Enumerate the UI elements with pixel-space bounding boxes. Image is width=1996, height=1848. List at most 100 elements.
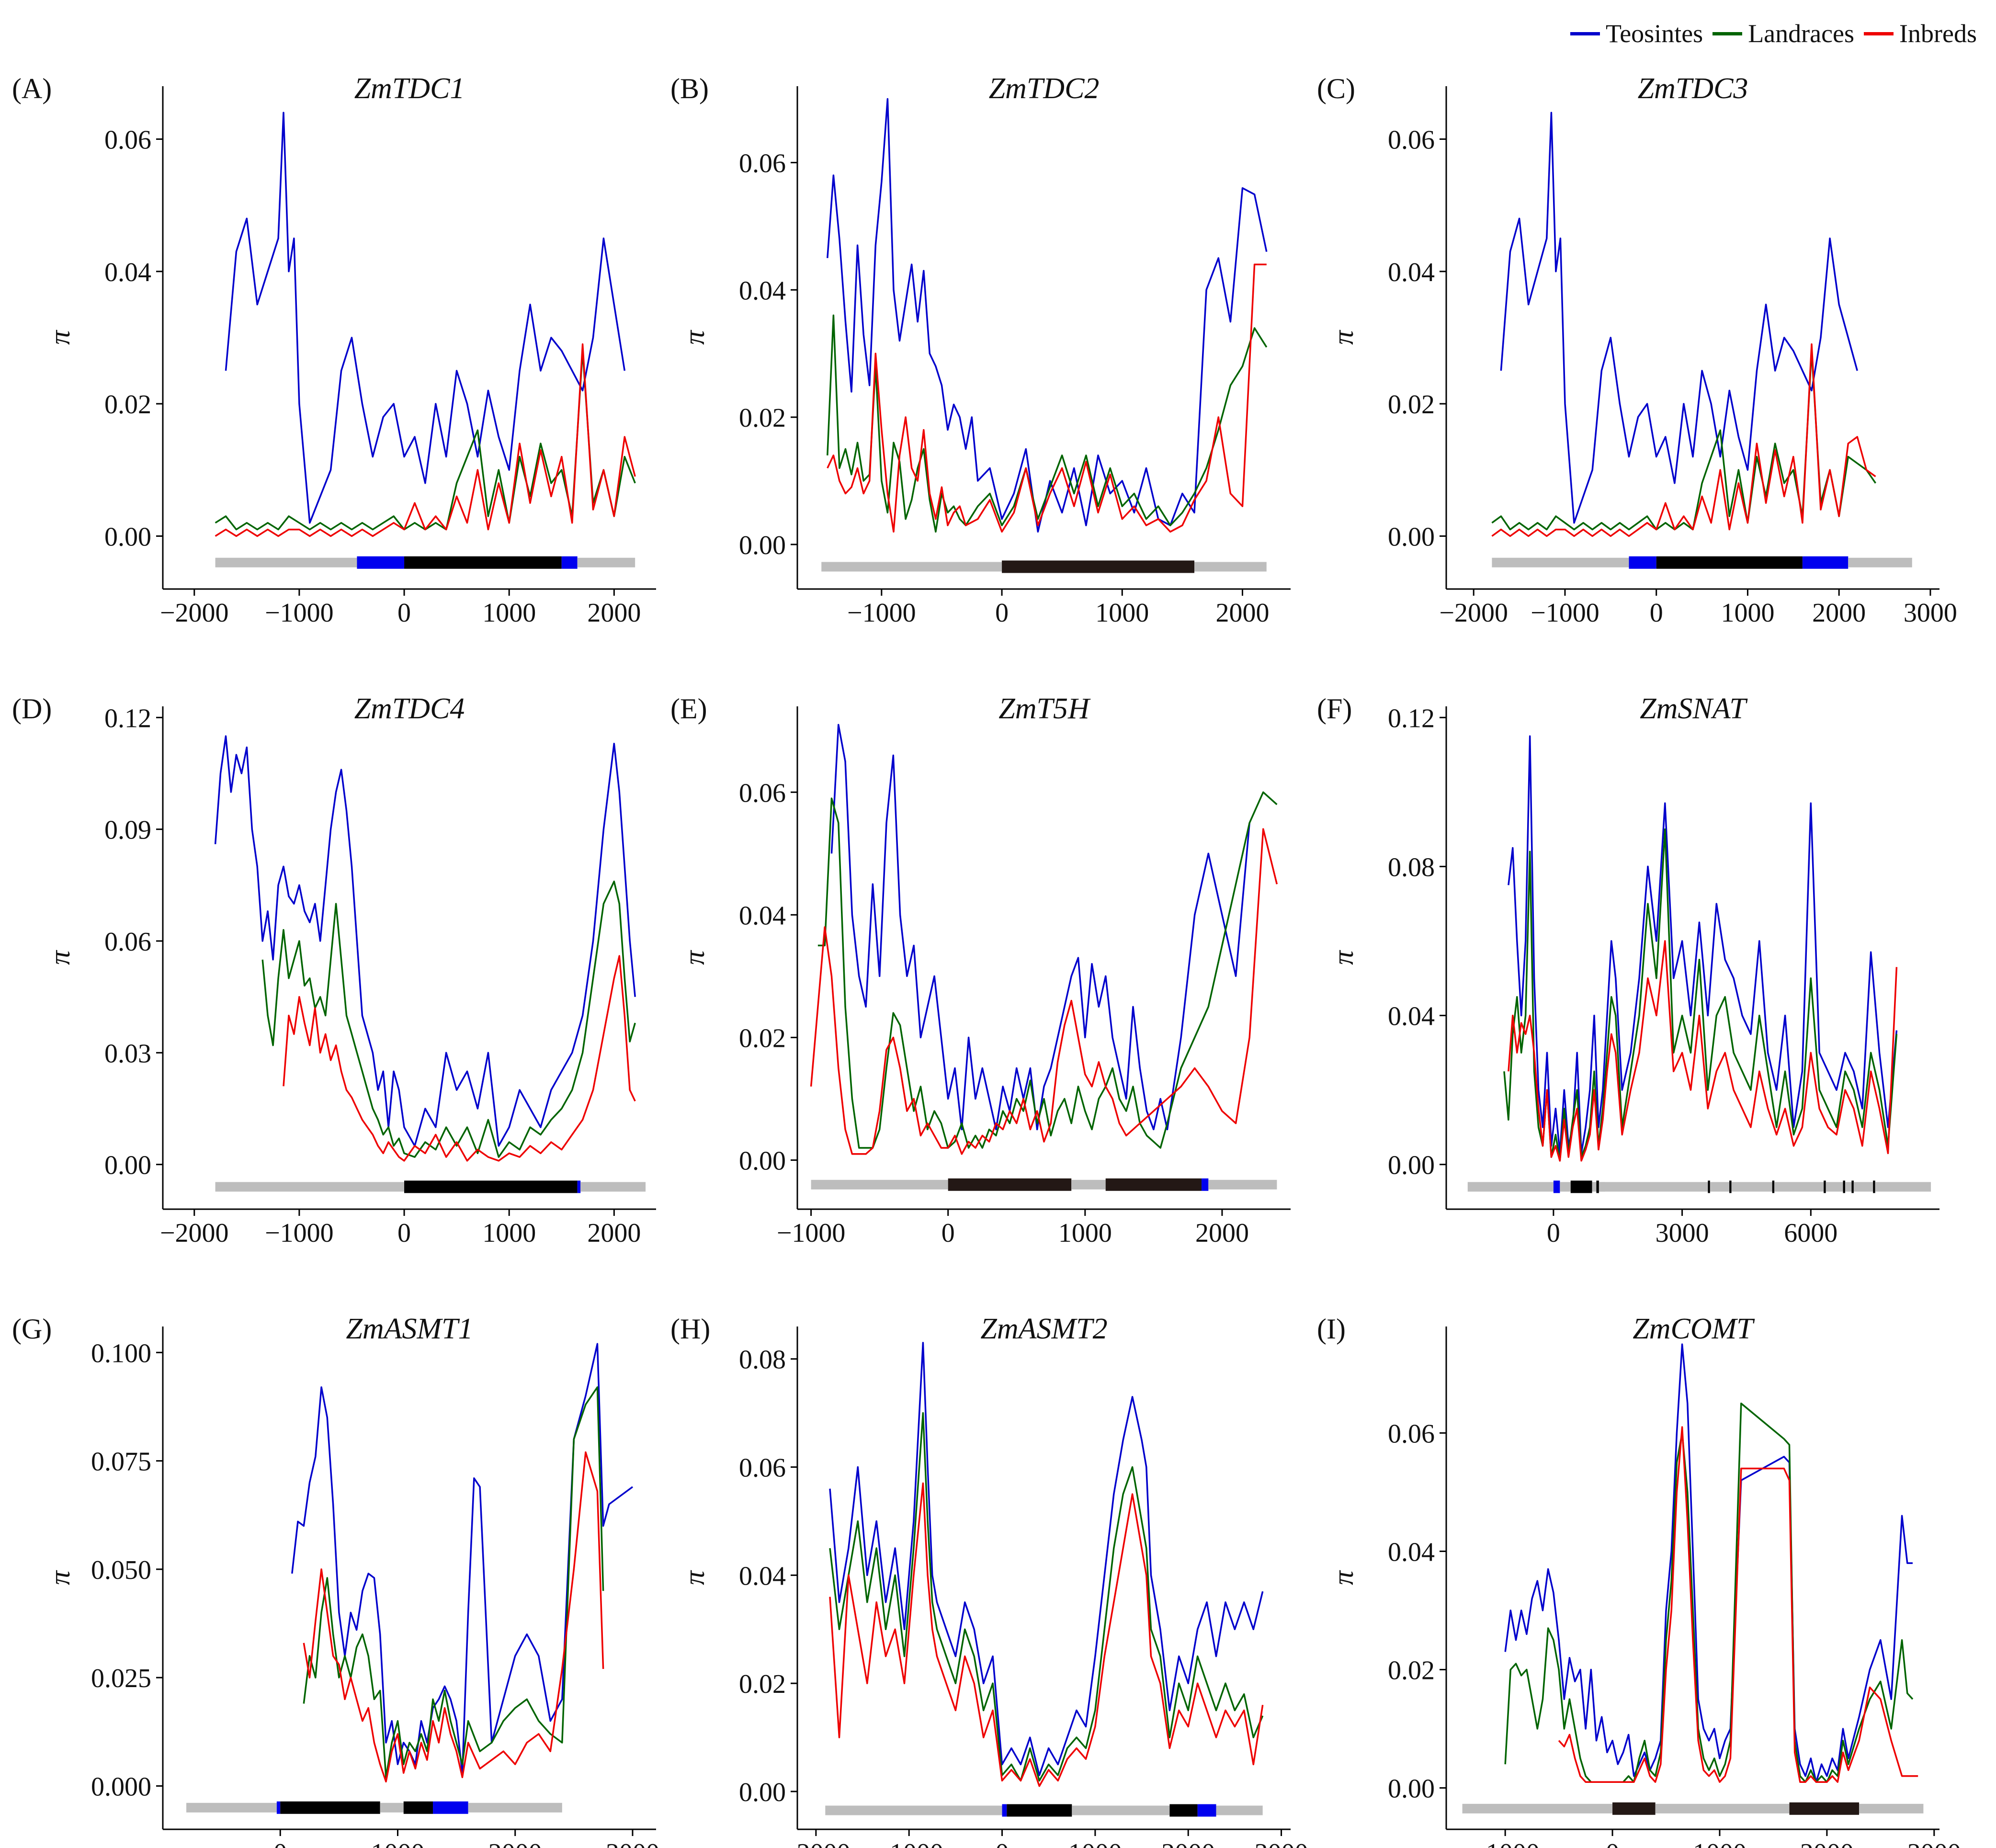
gene-model-cds <box>1873 1180 1875 1193</box>
y-tick-label: 0.06 <box>739 148 786 178</box>
y-axis-label: π <box>44 950 76 965</box>
gene-model-flank <box>1875 1182 1931 1192</box>
panel-e: (E) ZmT5H π 0.00 0.02 0.04 0.06 −1000 0 1000 2000 <box>670 692 1291 1248</box>
gene-model-utr <box>1197 1804 1216 1817</box>
panel-a: (A) ZmTDC1 π 0.00 0.02 0.04 0.06 −2000 −1000 0 100… <box>12 72 656 628</box>
panel-title: ZmTDC4 <box>354 692 465 725</box>
y-tick-label: 0.12 <box>104 703 151 733</box>
series-line-inbreds <box>283 955 636 1162</box>
gene-model-flank <box>811 1179 948 1190</box>
series-line-landraces <box>215 350 636 531</box>
y-tick-label: 0.00 <box>1388 1151 1435 1180</box>
y-tick-label: 0.075 <box>91 1447 151 1477</box>
panel-c: (C) ZmTDC3 π 0.00 0.02 0.04 0.06 −2000 −1000 0 100… <box>1317 72 1957 628</box>
x-tick-label: 3000 <box>1255 1838 1308 1848</box>
gene-model-flank <box>380 1803 404 1813</box>
y-tick-label: 0.06 <box>739 778 786 808</box>
y-tick-label: 0.00 <box>1388 1774 1435 1804</box>
y-tick-label: 0.04 <box>104 258 151 287</box>
series-line-teosintes <box>291 1343 634 1774</box>
gene-model-cds_dark <box>1612 1802 1656 1815</box>
x-tick-label: 2000 <box>488 1838 542 1848</box>
y-tick-label: 0.100 <box>91 1338 151 1368</box>
y-tick-label: 0.04 <box>1388 1537 1435 1567</box>
x-tick-label: −1000 <box>777 1218 846 1248</box>
x-tick-label: 3000 <box>1904 598 1957 628</box>
gene-model-flank <box>1072 1805 1170 1815</box>
y-tick-label: 0.02 <box>1388 390 1435 419</box>
gene-model-flank <box>580 1182 646 1192</box>
gene-model-cds <box>1824 1180 1826 1193</box>
gene-model-flank <box>215 1182 405 1192</box>
y-tick-label: 0.03 <box>104 1039 151 1068</box>
x-tick-label: −1000 <box>265 598 334 628</box>
y-axis-label: π <box>44 1570 76 1585</box>
gene-model-cds <box>403 1801 433 1814</box>
gene-model-utr <box>1802 556 1849 569</box>
x-tick-label: 3000 <box>1907 1838 1961 1848</box>
gene-model-utr <box>276 1801 281 1814</box>
series-line-landraces <box>829 1412 1264 1782</box>
gene-model-flank <box>215 557 357 567</box>
panel-label: (G) <box>12 1313 52 1345</box>
x-tick-label: 2000 <box>1216 598 1270 628</box>
y-tick-label: 0.06 <box>739 1453 786 1483</box>
gene-model-flank <box>1826 1182 1843 1192</box>
x-tick-label: 0 <box>273 1838 287 1848</box>
panel-b: (B) ZmTDC2 π 0.00 0.02 0.04 0.06 −1000 0 1000 2000 <box>670 72 1291 628</box>
gene-model-utr <box>357 556 405 569</box>
x-tick-label: 1000 <box>371 1838 424 1848</box>
y-axis-label: π <box>44 329 76 345</box>
gene-model-flank <box>1194 562 1267 572</box>
x-tick-label: 0 <box>995 598 1009 628</box>
y-tick-label: 0.04 <box>1388 1002 1435 1032</box>
series-line-inbreds <box>1508 940 1898 1162</box>
gene-model-flank <box>1208 1179 1277 1190</box>
x-tick-label: 1000 <box>1693 1838 1746 1848</box>
legend-item-teosintes: Teosintes <box>1570 19 1703 48</box>
gene-model-cds <box>1772 1180 1775 1193</box>
panel-title: ZmASMT1 <box>346 1313 473 1345</box>
y-tick-label: 0.000 <box>91 1772 151 1802</box>
panel-label: (H) <box>670 1313 710 1345</box>
y-tick-label: 0.04 <box>1388 258 1435 287</box>
y-axis-label: π <box>1327 1570 1359 1585</box>
x-tick-label: 2000 <box>1812 598 1866 628</box>
series-line-teosintes <box>830 724 1250 1131</box>
y-tick-label: 0.00 <box>739 1146 786 1176</box>
x-tick-label: 1000 <box>1058 1218 1112 1248</box>
y-tick-label: 0.00 <box>104 522 151 552</box>
panel-title: ZmTDC1 <box>354 72 465 105</box>
series-line-inbreds <box>303 1451 604 1783</box>
legend-item-landraces: Landraces <box>1712 19 1854 48</box>
legend-item-inbreds: Inbreds <box>1864 19 1977 48</box>
gene-model-cds <box>1570 1180 1592 1193</box>
y-tick-label: 0.02 <box>1388 1655 1435 1685</box>
x-tick-label: 1000 <box>1068 1838 1122 1848</box>
x-tick-label: 3000 <box>1656 1218 1709 1248</box>
panel-d: (D) ZmTDC4 π 0.00 0.03 0.06 0.09 0.12 −2000 −1000… <box>12 692 656 1248</box>
y-tick-label: 0.06 <box>104 927 151 957</box>
gene-model-cds_dark <box>948 1178 1072 1191</box>
panel-title: ZmT5H <box>998 692 1091 725</box>
y-tick-label: 0.00 <box>739 1778 786 1807</box>
gene-model-utr <box>561 556 578 569</box>
series-line-inbreds <box>810 828 1278 1155</box>
legend-label-inbreds: Inbreds <box>1899 19 1977 48</box>
y-tick-label: 0.02 <box>739 403 786 433</box>
gene-model-cds <box>1169 1804 1198 1817</box>
x-tick-label: −1000 <box>847 598 916 628</box>
x-tick-label: −2000 <box>160 598 229 628</box>
y-tick-label: 0.06 <box>1388 1419 1435 1449</box>
gene-model-utr <box>1202 1178 1209 1191</box>
panel-label: (A) <box>12 73 52 104</box>
y-tick-label: 0.08 <box>1388 852 1435 882</box>
y-tick-label: 0.050 <box>91 1555 151 1585</box>
x-tick-label: 0 <box>397 598 411 628</box>
gene-model-flank <box>1845 1182 1852 1192</box>
gene-model-flank <box>1853 1182 1873 1192</box>
y-tick-label: 0.09 <box>104 816 151 845</box>
series-line-inbreds <box>1491 343 1876 537</box>
